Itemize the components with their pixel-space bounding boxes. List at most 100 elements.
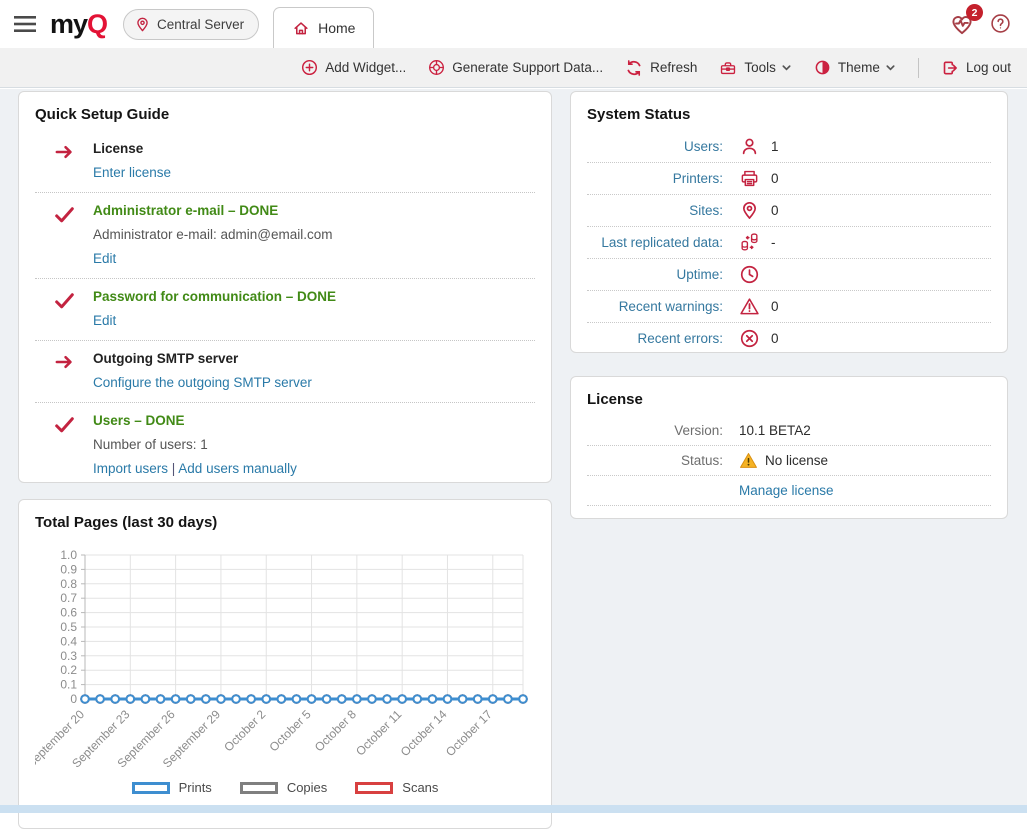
theme-dropdown-button[interactable]: Theme <box>814 59 896 76</box>
legend-item-scans[interactable]: Scans <box>355 780 438 795</box>
legend-item-prints[interactable]: Prints <box>132 780 212 795</box>
system-status-value: 0 <box>771 299 779 314</box>
tools-dropdown-button[interactable]: Tools <box>719 59 792 77</box>
quick-setup-link[interactable]: Configure the outgoing SMTP server <box>93 375 312 390</box>
quick-setup-link[interactable]: Import users <box>93 461 168 476</box>
svg-text:October 5: October 5 <box>267 707 314 754</box>
refresh-button[interactable]: Refresh <box>625 59 697 77</box>
system-status-value: 1 <box>771 139 779 154</box>
tools-label: Tools <box>744 60 776 75</box>
quick-setup-item: Administrator e-mail – DONE Administrator… <box>35 193 535 279</box>
svg-text:0.2: 0.2 <box>60 663 77 677</box>
heart-pulse-icon <box>949 25 975 40</box>
svg-text:0.7: 0.7 <box>60 591 77 605</box>
svg-text:October 14: October 14 <box>398 707 450 759</box>
help-icon <box>990 22 1011 37</box>
warning-triangle-icon <box>739 296 760 317</box>
legend-label: Scans <box>402 780 438 795</box>
quick-setup-link[interactable]: Edit <box>93 251 116 266</box>
quick-setup-title: Quick Setup Guide <box>35 106 535 123</box>
error-circle-icon <box>739 328 760 349</box>
license-title: License <box>587 391 991 408</box>
location-pin-icon <box>134 16 151 33</box>
legend-label: Prints <box>179 780 212 795</box>
svg-text:October 2: October 2 <box>221 707 268 754</box>
location-pin-icon <box>739 200 760 221</box>
menu-button[interactable] <box>10 12 40 38</box>
tab-home-label: Home <box>318 20 355 36</box>
horizontal-scrollbar-track[interactable] <box>0 805 1027 813</box>
quick-setup-link[interactable]: Edit <box>93 313 116 328</box>
quick-setup-item-title: Administrator e-mail – DONE <box>93 201 333 221</box>
system-status-row: Recent warnings: 0 <box>587 291 991 323</box>
logout-button[interactable]: Log out <box>941 59 1011 77</box>
generate-support-data-button[interactable]: Generate Support Data... <box>428 59 603 76</box>
system-status-value: - <box>771 235 776 250</box>
myq-logo: myQ <box>50 11 107 38</box>
theme-label: Theme <box>838 60 880 75</box>
license-status-value: No license <box>765 453 828 468</box>
quick-setup-item-title: Outgoing SMTP server <box>93 349 312 369</box>
server-selector-button[interactable]: Central Server <box>123 9 259 40</box>
system-status-label[interactable]: Recent warnings: <box>587 299 739 314</box>
system-status-label[interactable]: Sites: <box>587 203 739 218</box>
plus-circle-icon <box>301 59 318 76</box>
quick-setup-item-links: Enter license <box>93 163 171 183</box>
system-status-row: Printers:0 <box>587 163 991 195</box>
quick-setup-item-links: Edit <box>93 249 333 269</box>
system-status-label[interactable]: Uptime: <box>587 267 739 282</box>
header-actions: 2 <box>949 11 1027 37</box>
legend-swatch <box>240 782 278 794</box>
hamburger-icon <box>13 23 37 38</box>
system-health-button[interactable]: 2 <box>949 11 975 37</box>
svg-text:October 11: October 11 <box>353 707 404 758</box>
system-status-label[interactable]: Recent errors: <box>587 331 739 346</box>
chevron-down-icon <box>885 62 896 73</box>
line-chart-svg: 00.10.20.30.40.50.60.70.80.91.0September… <box>35 539 535 777</box>
legend-label: Copies <box>287 780 327 795</box>
license-version-label: Version: <box>587 423 739 438</box>
system-status-title: System Status <box>587 106 991 123</box>
chevron-down-icon <box>781 62 792 73</box>
logo-text-q: Q <box>87 9 107 39</box>
quick-setup-item-links: Configure the outgoing SMTP server <box>93 373 312 393</box>
lifebuoy-icon <box>428 59 445 76</box>
check-icon <box>35 201 93 269</box>
header: myQ Central Server Home 2 <box>0 0 1027 48</box>
add-widget-button[interactable]: Add Widget... <box>301 59 406 76</box>
tab-home[interactable]: Home <box>273 7 374 48</box>
system-status-label[interactable]: Last replicated data: <box>587 235 739 250</box>
system-status-row: Recent errors:0 <box>587 323 991 353</box>
system-status-row: Last replicated data: - <box>587 227 991 259</box>
quick-setup-item-text: Number of users: 1 <box>93 435 297 455</box>
replication-icon <box>739 232 760 253</box>
license-version-value: 10.1 BETA2 <box>739 423 811 438</box>
toolbox-icon <box>719 59 737 77</box>
system-status-label[interactable]: Users: <box>587 139 739 154</box>
svg-text:0.1: 0.1 <box>60 678 77 692</box>
legend-swatch <box>355 782 393 794</box>
check-icon <box>35 287 93 331</box>
quick-setup-item-text: Administrator e-mail: admin@email.com <box>93 225 333 245</box>
quick-setup-link[interactable]: Enter license <box>93 165 171 180</box>
svg-text:October 17: October 17 <box>443 707 495 759</box>
legend-item-copies[interactable]: Copies <box>240 780 327 795</box>
server-selector-label: Central Server <box>157 17 244 32</box>
quick-setup-item-links: Import users | Add users manually <box>93 459 297 479</box>
svg-text:0.4: 0.4 <box>60 634 77 648</box>
user-icon <box>739 136 760 157</box>
system-status-label[interactable]: Printers: <box>587 171 739 186</box>
help-button[interactable] <box>989 13 1011 35</box>
quick-setup-link[interactable]: Add users manually <box>178 461 297 476</box>
theme-icon <box>814 59 831 76</box>
quick-setup-item: Outgoing SMTP server Configure the outgoi… <box>35 341 535 403</box>
system-status-row: Sites:0 <box>587 195 991 227</box>
manage-license-link[interactable]: Manage license <box>739 483 834 498</box>
quick-setup-item-links: Edit <box>93 311 336 331</box>
svg-text:0.8: 0.8 <box>60 577 77 591</box>
svg-text:0: 0 <box>70 692 77 706</box>
